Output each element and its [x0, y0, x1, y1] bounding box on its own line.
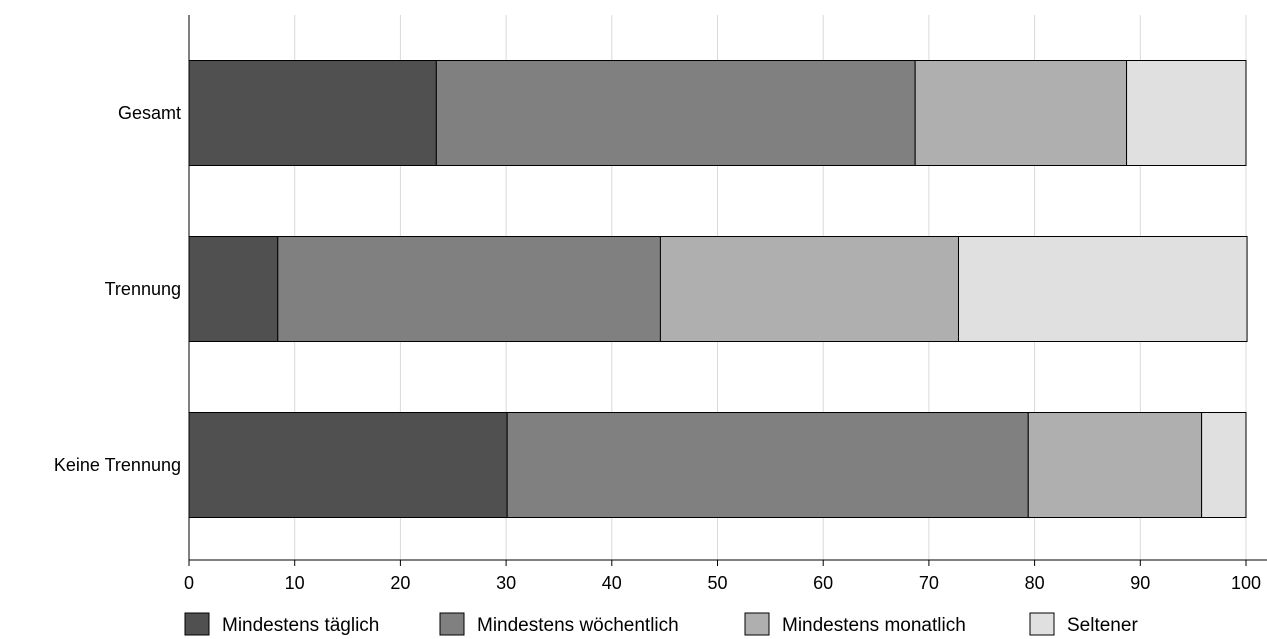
bar-segment-gesamt-3: [914, 60, 1128, 166]
x-tick-label: 0: [184, 573, 194, 593]
x-tick-label: 100: [1231, 573, 1261, 593]
category-label: Trennung: [105, 279, 181, 299]
axes: [188, 15, 1267, 566]
x-tick-label: 30: [496, 573, 516, 593]
bar-segment-trennung-1: [188, 236, 279, 342]
legend-swatch-1: [184, 612, 210, 636]
bar-segment-keine-trennung-3: [1027, 412, 1203, 518]
bar-segment-keine-trennung-2: [506, 412, 1029, 518]
legend: Mindestens täglich Mindestens wöchentlich…: [184, 612, 1138, 636]
legend-label: Mindestens wöchentlich: [477, 615, 679, 636]
legend-swatch-4: [1029, 612, 1055, 636]
bars: [188, 60, 1248, 518]
x-tick-label: 90: [1130, 573, 1150, 593]
x-tick-label: 80: [1025, 573, 1045, 593]
category-label: Gesamt: [118, 103, 181, 123]
bar-segment-trennung-4: [957, 236, 1248, 342]
x-tick-label: 20: [390, 573, 410, 593]
bar-segment-trennung-3: [659, 236, 959, 342]
x-tick-label: 70: [919, 573, 939, 593]
x-tick-label: 40: [602, 573, 622, 593]
legend-swatch-2: [439, 612, 465, 636]
bar-segment-gesamt-4: [1126, 60, 1247, 166]
bar-segment-gesamt-1: [188, 60, 437, 166]
labels: Gesamt Trennung Keine Trennung 0 10 20 30 40 50 6…: [54, 103, 1261, 593]
bar-segment-trennung-2: [277, 236, 661, 342]
category-label: Keine Trennung: [54, 455, 181, 475]
bar-segment-gesamt-2: [435, 60, 916, 166]
legend-label: Seltener: [1067, 615, 1138, 636]
x-tick-label: 50: [707, 573, 727, 593]
x-tick-label: 10: [285, 573, 305, 593]
legend-label: Mindestens monatlich: [782, 615, 966, 636]
legend-swatch-3: [744, 612, 770, 636]
bar-segment-keine-trennung-1: [188, 412, 508, 518]
legend-label: Mindestens täglich: [222, 615, 379, 636]
bar-segment-keine-trennung-4: [1201, 412, 1247, 518]
x-tick-label: 60: [813, 573, 833, 593]
